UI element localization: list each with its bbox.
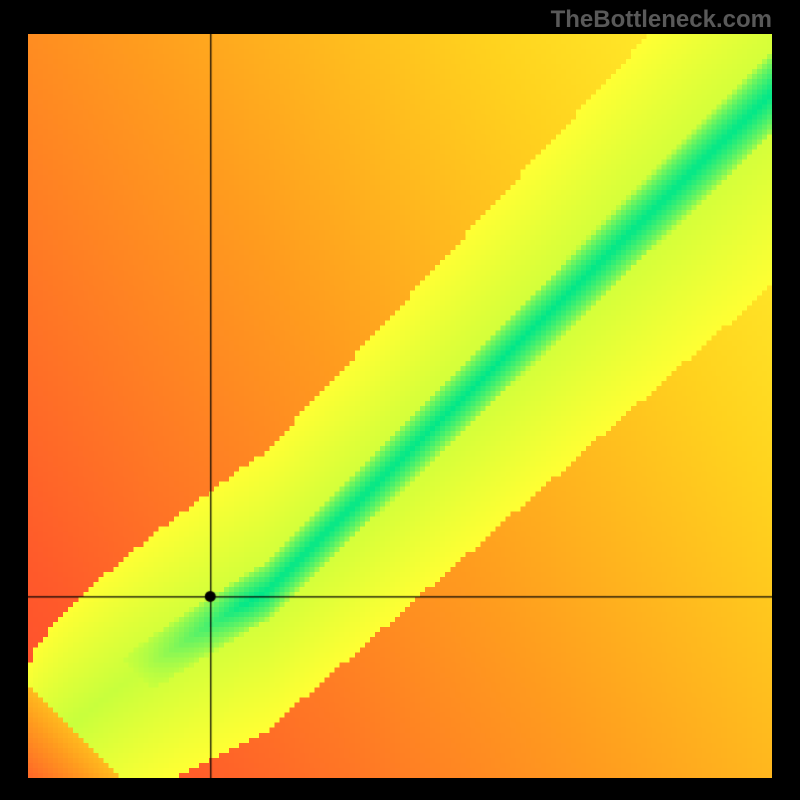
bottleneck-heatmap [28, 34, 772, 778]
watermark-text: TheBottleneck.com [551, 6, 772, 34]
